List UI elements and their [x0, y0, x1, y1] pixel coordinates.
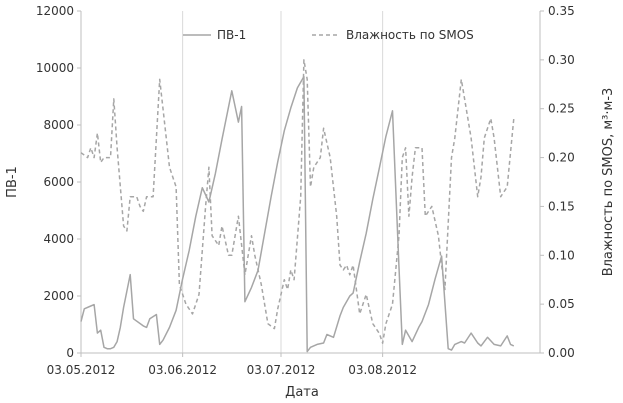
y-tick-label-3: 6000: [43, 175, 74, 189]
x-tick-labels: 03.05.2012 03.06.2012 03.07.2012 03.08.2012: [47, 363, 417, 377]
legend: ПВ-1 Влажность по SMOS: [183, 28, 474, 42]
y-tick-label-6: 12000: [36, 4, 74, 18]
x-axis-title: Дата: [285, 385, 319, 400]
series-line-pv1: [80, 75, 515, 353]
y-tick-label-5: 10000: [36, 61, 74, 75]
y2-tick-label-5: 0.25: [548, 102, 575, 116]
y-tick-label-4: 8000: [43, 118, 74, 132]
y2-tick-label-3: 0.15: [548, 199, 575, 213]
y2-tick-label-0: 0.00: [548, 346, 575, 360]
y-tick-label-2: 4000: [43, 232, 74, 246]
x-tick-label-3: 03.08.2012: [348, 363, 417, 377]
series-line-smos: [80, 59, 515, 344]
y2-tick-label-2: 0.10: [548, 248, 575, 262]
series-layer: [80, 59, 515, 353]
legend-label-pv1: ПВ-1: [217, 28, 246, 42]
y2-tick-labels: 0.00 0.05 0.10 0.15 0.20 0.25 0.30 0.35: [548, 4, 575, 360]
y2-tick-label-7: 0.35: [548, 4, 575, 18]
y2-axis-title: Влажность по SMOS, м³·м-3: [601, 88, 616, 277]
axes: [77, 10, 544, 357]
y-tick-label-0: 0: [66, 346, 74, 360]
y-axis-title: ПВ-1: [5, 166, 20, 198]
y-tick-label-1: 2000: [43, 289, 74, 303]
y2-tick-label-1: 0.05: [548, 297, 575, 311]
legend-label-smos: Влажность по SMOS: [346, 28, 474, 42]
y-tick-labels: 0 2000 4000 6000 8000 10000 12000: [36, 4, 74, 360]
y2-tick-label-4: 0.20: [548, 151, 575, 165]
y2-tick-label-6: 0.30: [548, 53, 575, 67]
x-tick-label-0: 03.05.2012: [47, 363, 116, 377]
x-tick-label-2: 03.07.2012: [247, 363, 316, 377]
x-tick-label-1: 03.06.2012: [148, 363, 217, 377]
vertical-grid: [80, 11, 384, 353]
